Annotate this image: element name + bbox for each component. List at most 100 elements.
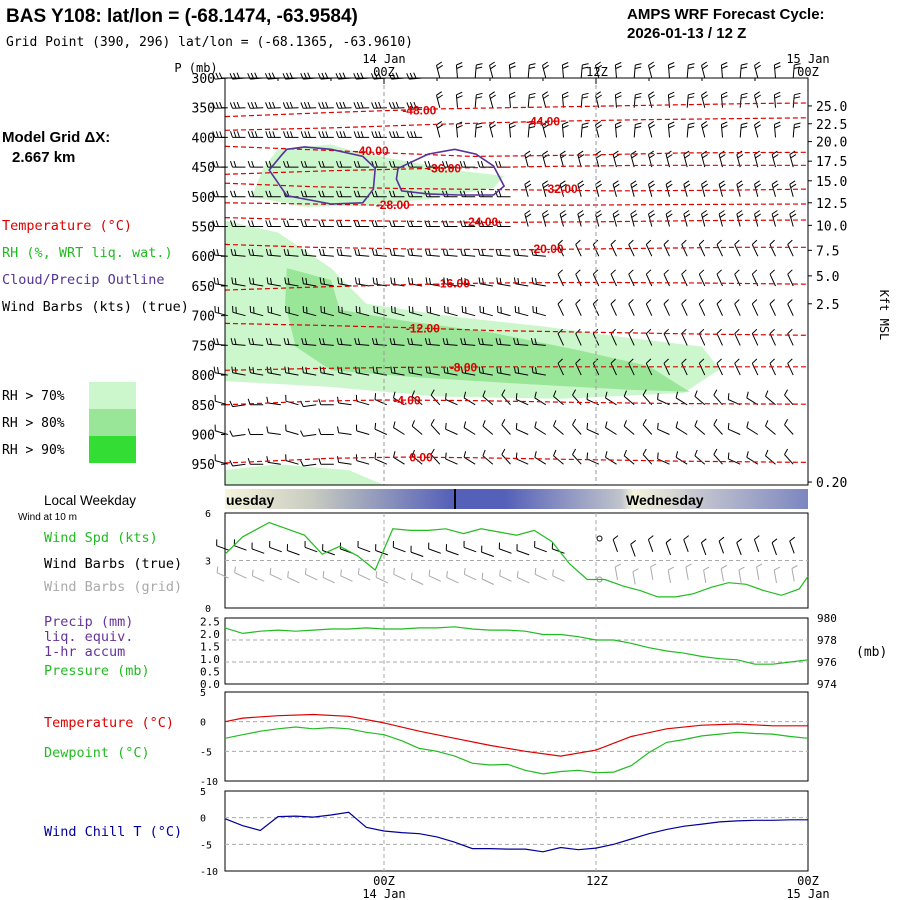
wind-barb — [300, 220, 317, 227]
temperature-contour — [224, 399, 809, 406]
wind-barb — [285, 454, 299, 465]
wind-barb — [436, 61, 443, 79]
wind-barb — [698, 269, 706, 287]
weekday-label: Local Weekday — [44, 493, 136, 508]
wind-barb — [495, 190, 511, 198]
surface-wind-panel: 0 3 6 — [205, 509, 809, 615]
wind-barb — [713, 448, 723, 465]
wind-barb — [232, 305, 246, 317]
wind-barb — [686, 122, 695, 138]
wind-barb — [532, 305, 546, 317]
wind-barb — [771, 538, 778, 556]
wind-barb — [756, 563, 763, 580]
value-tick-label: -10 — [200, 777, 218, 788]
wind-barb — [681, 328, 688, 346]
wind-barb — [739, 92, 748, 108]
wind-barb — [478, 366, 493, 376]
wind-chill-line — [224, 811, 808, 853]
wind-barb — [318, 337, 334, 346]
pressure-tick-label: 350 — [192, 102, 215, 117]
wind-barb — [430, 448, 441, 465]
pressure-tick-label: 980 — [817, 612, 837, 625]
wind-barb — [336, 131, 352, 138]
temperature-contour — [224, 164, 808, 175]
wind-barb — [318, 190, 334, 198]
wind-barb — [354, 248, 370, 257]
bottom-date-label-1: 14 Jan — [362, 887, 405, 900]
wind-barb — [265, 160, 281, 168]
wind-barb — [514, 305, 529, 317]
wind-barb — [769, 328, 776, 346]
wind-barb — [515, 393, 529, 406]
wind-barb — [645, 328, 653, 346]
wind-barb — [720, 121, 728, 138]
rh-region — [251, 144, 505, 207]
wind-barb — [406, 101, 423, 109]
wind-barb — [530, 337, 546, 346]
wind-barb — [572, 419, 582, 435]
wind-barb — [375, 571, 389, 584]
temperature-contour-label: -20.00 — [530, 242, 564, 256]
wind-barb — [557, 269, 564, 287]
height-tick-label: 5.0 — [816, 270, 839, 285]
wind-barb — [773, 62, 781, 79]
wind-barb — [773, 91, 781, 108]
wind-barb — [645, 358, 653, 376]
wind-barb — [407, 337, 423, 346]
wind-barb — [481, 545, 494, 557]
wind-barb — [445, 393, 458, 406]
grid-value: 2.667 km — [12, 149, 75, 166]
wind-barb — [681, 269, 688, 287]
wind-barb — [357, 567, 371, 581]
wind-barb — [481, 572, 495, 585]
wind-barb — [489, 61, 496, 79]
pressure-tick-label: 950 — [192, 458, 215, 473]
wind-barb — [463, 540, 477, 553]
wind-barb — [338, 305, 352, 317]
wind-barb — [371, 220, 387, 227]
wind-barb — [265, 220, 281, 227]
wind-barb — [463, 391, 476, 406]
wind-barb — [411, 420, 423, 435]
wind-barb — [393, 567, 406, 581]
wind-barb — [302, 305, 317, 317]
wind-barb — [370, 72, 387, 80]
wind-barb — [751, 358, 759, 376]
wind-barb — [474, 92, 483, 108]
temperature-contour — [224, 456, 809, 464]
wind-barb — [703, 566, 710, 583]
wind-barb — [746, 421, 759, 435]
height-tick-label: 22.5 — [816, 118, 847, 133]
pressure-tick-label: 974 — [817, 678, 837, 691]
weekday-day-1: uesday — [226, 492, 274, 508]
wind-barb — [789, 150, 797, 168]
wind-barb — [446, 571, 459, 584]
wind-barb — [371, 101, 387, 109]
wind-barb — [572, 448, 582, 465]
wind-barb — [614, 563, 622, 580]
wind-barb — [542, 120, 549, 138]
wind-barb — [286, 544, 300, 556]
pressure-tick-label: 500 — [192, 191, 215, 206]
wind-barb — [527, 122, 536, 138]
wind-barb — [424, 337, 440, 346]
pressure-axis-label: P (mb) — [174, 61, 217, 75]
wind-barb — [648, 210, 655, 227]
wind-barb — [336, 160, 352, 168]
wind-barb — [623, 420, 635, 435]
temperature-contour — [224, 117, 809, 131]
top-tick-label-3: 00Z — [797, 65, 819, 79]
height-tick-label: 15.0 — [816, 175, 847, 190]
wind-barb — [442, 160, 458, 168]
wind-barb — [214, 454, 228, 465]
wind-barb — [716, 358, 723, 376]
wind-barb — [727, 452, 741, 465]
wind-barb — [595, 61, 602, 79]
wind-barb — [628, 239, 635, 257]
wind-barb — [734, 328, 741, 346]
wind-barb — [765, 420, 776, 435]
wind-barb — [718, 210, 726, 227]
wind-barb — [499, 569, 512, 582]
wind-barb — [229, 460, 246, 467]
value-tick-label: 5 — [200, 787, 206, 798]
